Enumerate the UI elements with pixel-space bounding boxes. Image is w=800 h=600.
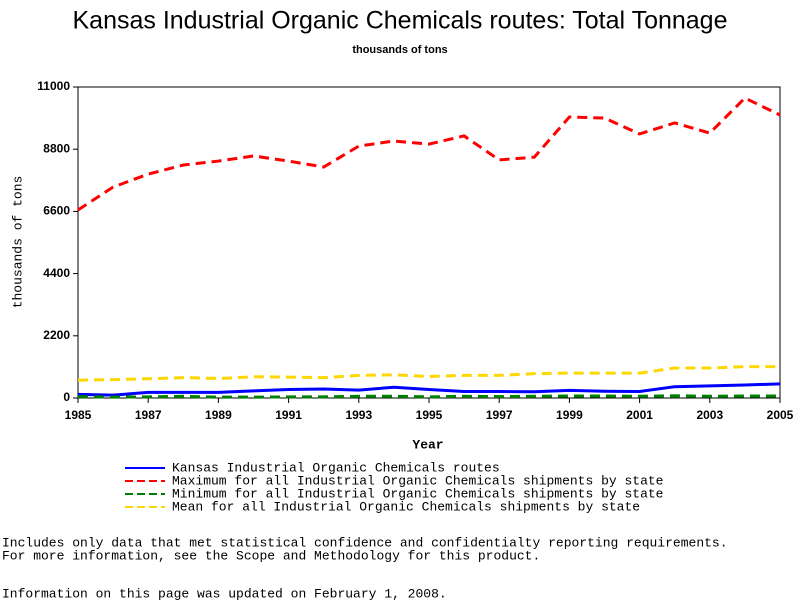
x-tick-label: 1985 — [65, 408, 92, 422]
x-tick-label: 1995 — [416, 408, 443, 422]
footnote: Information on this page was updated on … — [2, 586, 447, 600]
chart-subtitle: thousands of tons — [352, 44, 447, 56]
x-tick-label: 1991 — [275, 408, 302, 422]
x-tick-label: 2001 — [626, 408, 653, 422]
series-line — [77, 382, 781, 397]
series-line — [77, 394, 780, 399]
legend-label: Mean for all Industrial Organic Chemical… — [172, 499, 640, 514]
x-tick-label: 1989 — [205, 408, 232, 422]
plot-frame — [77, 86, 781, 399]
x-axis-label: Year — [412, 437, 443, 452]
y-tick-label: 11000 — [37, 79, 70, 93]
legend-label: Minimum for all Industrial Organic Chemi… — [172, 486, 663, 501]
y-tick-label: 2200 — [43, 328, 70, 342]
y-tick-label: 8800 — [43, 141, 70, 155]
y-tick-label: 4400 — [43, 266, 70, 280]
y-tick-label: 6600 — [43, 204, 70, 218]
legend-label: Kansas Industrial Organic Chemicals rout… — [172, 460, 500, 475]
legend-label: Maximum for all Industrial Organic Chemi… — [172, 473, 663, 488]
x-tick-label: 1999 — [556, 408, 583, 422]
chart-title: Kansas Industrial Organic Chemicals rout… — [73, 7, 728, 35]
x-tick-label: 2005 — [767, 408, 794, 422]
series-line — [77, 365, 780, 382]
x-tick-label: 1993 — [345, 408, 372, 422]
x-tick-label: 1997 — [486, 408, 513, 422]
footnote: For more information, see the Scope and … — [2, 548, 540, 563]
x-tick-label: 2003 — [696, 408, 723, 422]
y-tick-label: 0 — [63, 390, 70, 404]
series-line — [77, 96, 781, 212]
footnote: Includes only data that met statistical … — [2, 535, 728, 550]
x-tick-label: 1987 — [135, 408, 162, 422]
y-axis-label: thousands of tons — [10, 176, 25, 309]
